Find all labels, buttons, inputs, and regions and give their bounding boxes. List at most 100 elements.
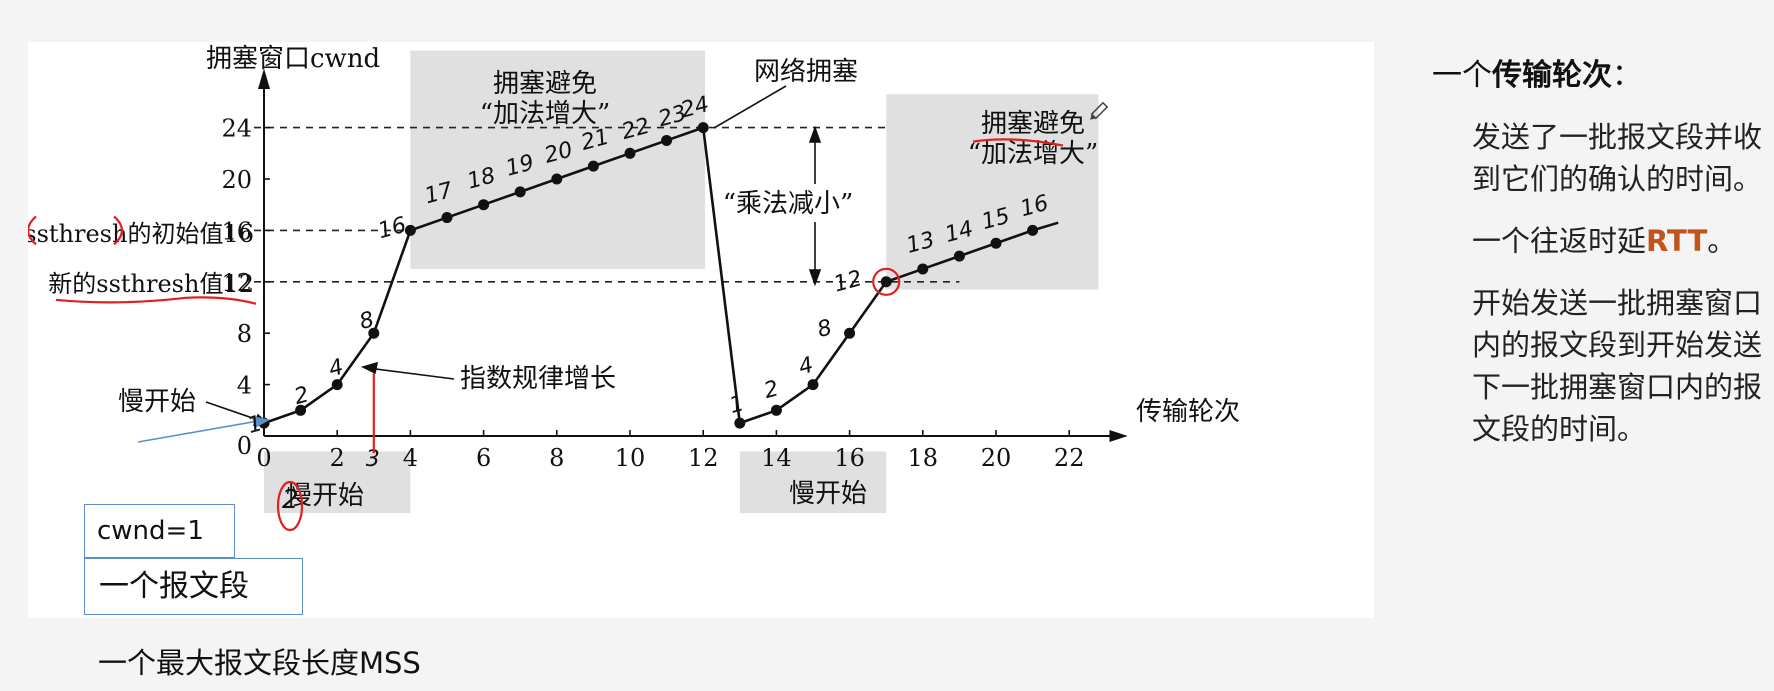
ca-left-label-1: 拥塞避免 — [493, 69, 597, 99]
side-para-1: 发送了一批报文段并收到它们的确认的时间。 — [1472, 120, 1763, 196]
ink-bracket-left — [28, 215, 37, 246]
data-point-1 — [295, 404, 307, 416]
ink-right-4: 4 — [796, 353, 816, 381]
data-point-16 — [844, 327, 856, 339]
x-axis-arrow — [1109, 430, 1128, 442]
cwnd-arrow-head — [251, 415, 271, 429]
data-point-3 — [368, 327, 380, 339]
x-tick-label-16: 16 — [834, 444, 865, 472]
y-tick-label-20: 20 — [221, 166, 252, 194]
ca-right-label-1: 拥塞避免 — [981, 109, 1085, 139]
y-tick-label-16: 16 — [221, 217, 252, 245]
data-point-9 — [587, 160, 599, 172]
data-point-11 — [661, 134, 673, 146]
ink-under-3: 3 — [366, 447, 380, 472]
ss-label-right: 慢开始 — [789, 479, 867, 509]
ink-left-8: 8 — [357, 307, 377, 335]
y-axis-label: 拥塞窗口cwnd — [206, 44, 380, 74]
y-tick-label-0: 0 — [237, 432, 252, 460]
x-tick-label-0: 0 — [256, 444, 271, 472]
x-tick-label-2: 2 — [330, 444, 345, 472]
ink-right-8: 8 — [815, 315, 835, 343]
data-point-17 — [880, 276, 892, 288]
region-2 — [739, 451, 887, 514]
ink-left-2: 2 — [292, 382, 312, 410]
x-tick-label-18: 18 — [908, 444, 939, 472]
data-point-6 — [478, 199, 490, 211]
regions — [264, 50, 1099, 514]
ink-left-1: 1 — [245, 411, 265, 439]
data-point-2 — [331, 379, 343, 391]
md-label: “乘法减小” — [723, 189, 854, 219]
region-1 — [410, 50, 706, 269]
data-point-10 — [624, 147, 636, 159]
side-para-2: 一个往返时延RTT。 — [1472, 220, 1762, 262]
y-axis-arrow — [258, 68, 270, 90]
ca-right-label-2: “加法增大” — [968, 139, 1099, 169]
ssthresh-initial-label: ssthresh的初始值16 — [28, 220, 254, 248]
x-tick-label-4: 4 — [403, 444, 418, 472]
ink-circle-2 — [276, 480, 304, 532]
data-point-8 — [551, 173, 563, 185]
cwnd-note-box: cwnd=1 — [84, 504, 235, 558]
side-para-2-suffix: 。 — [1707, 224, 1737, 258]
ink-left-4: 4 — [326, 355, 346, 383]
data-point-12 — [697, 122, 709, 134]
series-line-1 — [701, 127, 742, 424]
y-tick-label-24: 24 — [221, 115, 252, 143]
exp-growth-label: 指数规律增长 — [460, 364, 616, 394]
side-title-bold: 传输轮次 — [1492, 58, 1612, 93]
cwnd-note: cwnd=1 — [97, 516, 204, 546]
rtt-term: RTT — [1646, 224, 1708, 258]
data-point-19 — [953, 250, 965, 262]
x-axis-label: 传输轮次 — [1136, 397, 1240, 427]
md-arrow-head-up — [808, 125, 822, 143]
ink-right-2: 2 — [761, 376, 781, 404]
side-title-prefix: 一个 — [1432, 58, 1492, 93]
exp-growth-arrow-head — [360, 361, 379, 375]
x-tick-label-10: 10 — [615, 444, 646, 472]
ink-left-16: 16 — [375, 213, 409, 244]
md-arrow-head-down — [808, 269, 822, 287]
labels: 拥塞窗口cwnd 传输轮次 拥塞避免 “加法增大” 拥塞避免 “加法增大” 慢开… — [28, 44, 1240, 511]
data-point-21 — [1027, 224, 1039, 236]
y-tick-label-4: 4 — [237, 372, 252, 400]
series — [258, 122, 1059, 429]
ca-left-label-2: “加法增大” — [480, 99, 611, 129]
y-tick-label-12: 12 — [221, 269, 252, 297]
congestion-pointer — [713, 85, 787, 129]
segment-note-box: 一个报文段 — [84, 558, 303, 615]
chart-panel: 0 2 4 6 8 10 12 14 16 18 20 22 0 4 8 12 16 20 24 拥塞窗口cwnd … — [28, 42, 1374, 618]
ssthresh-new-label: 新的ssthresh值12 — [48, 270, 254, 298]
threshold-lines — [254, 126, 960, 283]
series-line-2 — [739, 221, 1059, 425]
ink-underline-ca — [972, 138, 1064, 147]
cwnd-pointer — [137, 419, 265, 443]
x-tick-label-22: 22 — [1054, 444, 1085, 472]
side-title: 一个传输轮次： — [1432, 50, 1762, 94]
annotation-arrows — [137, 85, 822, 443]
ink-circle-12 — [872, 267, 901, 296]
region-3 — [886, 94, 1099, 290]
x-tick-label-14: 14 — [761, 444, 792, 472]
data-point-7 — [514, 186, 526, 198]
side-para-3: 开始发送一批拥塞窗口内的报文段到开始发送下一批拥塞窗口内的报文段的时间。 — [1472, 286, 1763, 446]
data-point-14 — [770, 404, 782, 416]
ss-label-left: 慢开始 — [286, 481, 364, 511]
x-tick-label-12: 12 — [688, 444, 719, 472]
side-panel: 一个传输轮次： 发送了一批报文段并收到它们的确认的时间。 一个往返时延RTT。 … — [1432, 50, 1762, 470]
side-para-2-prefix: 一个往返时延 — [1472, 224, 1647, 258]
slow-start-pointer-label: 慢开始 — [118, 387, 196, 417]
x-tick-label-6: 6 — [476, 444, 491, 472]
exp-growth-pointer — [367, 367, 455, 380]
data-point-20 — [990, 237, 1002, 249]
data-point-5 — [441, 212, 453, 224]
ink-right-12: 12 — [831, 266, 865, 297]
segment-note: 一个报文段 — [99, 569, 249, 604]
pencil-icon — [1090, 101, 1109, 120]
data-point-15 — [807, 379, 819, 391]
x-tick-label-8: 8 — [549, 444, 564, 472]
